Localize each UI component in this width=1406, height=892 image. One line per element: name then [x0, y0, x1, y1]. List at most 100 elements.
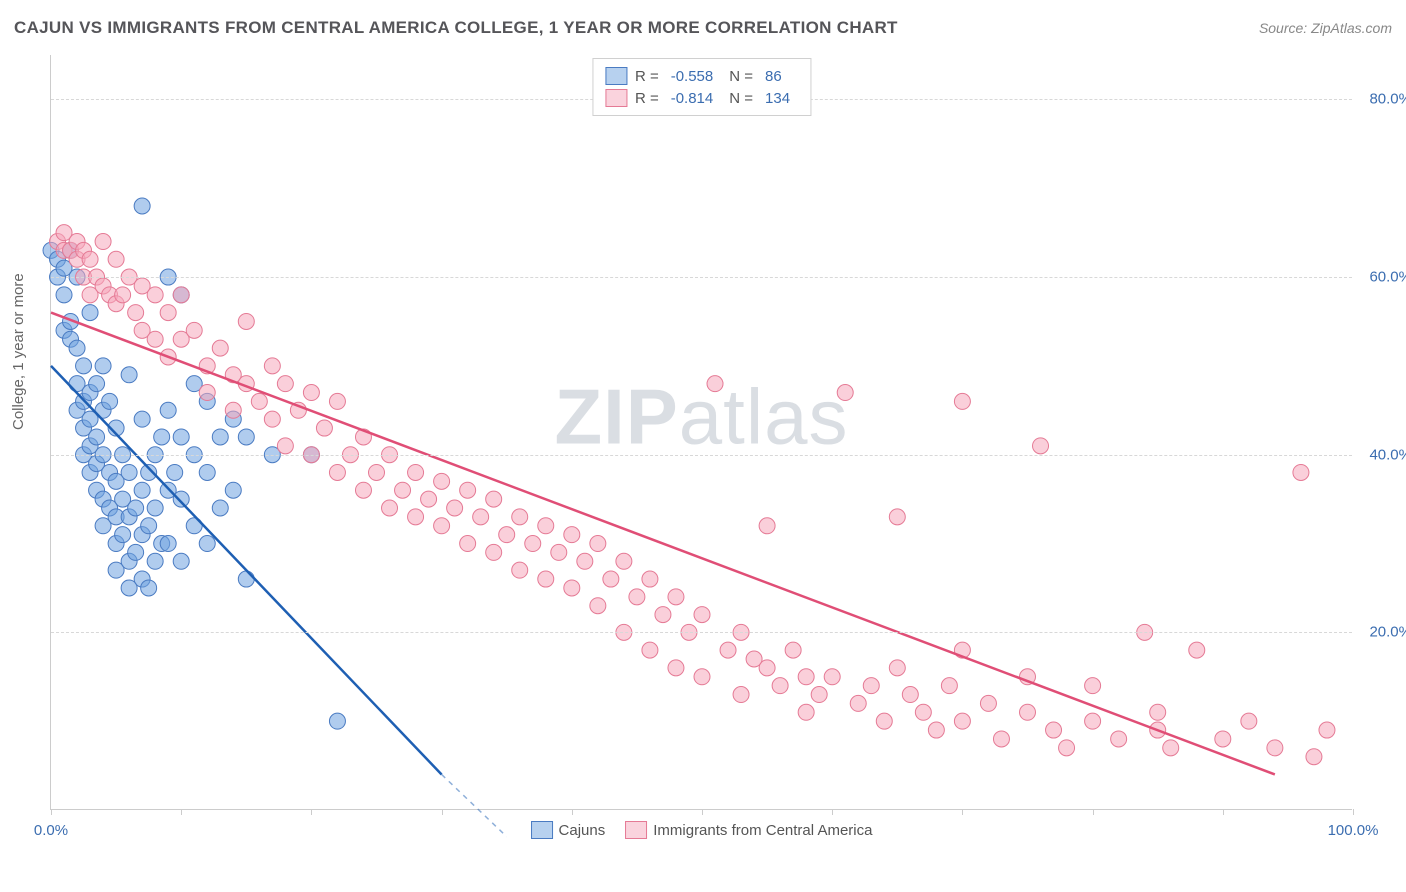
data-point	[655, 607, 671, 623]
data-point	[668, 660, 684, 676]
data-point	[69, 340, 85, 356]
data-point	[160, 536, 176, 552]
data-point	[408, 464, 424, 480]
chart-title: CAJUN VS IMMIGRANTS FROM CENTRAL AMERICA…	[14, 18, 898, 38]
data-point	[1020, 704, 1036, 720]
data-point	[915, 704, 931, 720]
stat-label: N =	[729, 68, 753, 85]
data-point	[141, 518, 157, 534]
data-point	[108, 251, 124, 267]
stat-label: R =	[635, 90, 659, 107]
data-point	[512, 562, 528, 578]
data-point	[1189, 642, 1205, 658]
data-point	[785, 642, 801, 658]
data-point	[173, 553, 189, 569]
data-point	[303, 385, 319, 401]
data-point	[173, 491, 189, 507]
data-point	[642, 642, 658, 658]
data-point	[95, 358, 111, 374]
data-point	[395, 482, 411, 498]
data-point	[1046, 722, 1062, 738]
data-point	[134, 411, 150, 427]
stat-value: 134	[765, 90, 790, 107]
data-point	[694, 669, 710, 685]
data-point	[238, 429, 254, 445]
data-point	[147, 500, 163, 516]
data-point	[889, 509, 905, 525]
data-point	[316, 420, 332, 436]
data-point	[434, 518, 450, 534]
data-point	[590, 598, 606, 614]
data-point	[369, 464, 385, 480]
trend-line	[51, 313, 1275, 775]
stat-value: -0.558	[671, 68, 714, 85]
data-point	[89, 429, 105, 445]
data-point	[264, 411, 280, 427]
stats-row: R = -0.558 N = 86	[605, 65, 798, 87]
y-tick-label: 60.0%	[1369, 269, 1406, 286]
data-point	[147, 553, 163, 569]
data-point	[512, 509, 528, 525]
data-point	[629, 589, 645, 605]
legend-item: Cajuns	[531, 821, 606, 839]
source-attribution: Source: ZipAtlas.com	[1259, 20, 1392, 36]
data-point	[980, 695, 996, 711]
data-point	[199, 385, 215, 401]
data-point	[82, 251, 98, 267]
legend-item: Immigrants from Central America	[625, 821, 872, 839]
data-point	[277, 438, 293, 454]
data-point	[408, 509, 424, 525]
data-point	[76, 358, 92, 374]
scatter-svg	[51, 55, 1352, 809]
y-tick-label: 20.0%	[1369, 624, 1406, 641]
data-point	[850, 695, 866, 711]
swatch-icon	[531, 821, 553, 839]
data-point	[1033, 438, 1049, 454]
data-point	[355, 482, 371, 498]
data-point	[128, 500, 144, 516]
data-point	[889, 660, 905, 676]
data-point	[759, 518, 775, 534]
data-point	[134, 482, 150, 498]
data-point	[1085, 713, 1101, 729]
data-point	[186, 322, 202, 338]
data-point	[733, 687, 749, 703]
data-point	[329, 713, 345, 729]
stat-value: 86	[765, 68, 782, 85]
data-point	[876, 713, 892, 729]
data-point	[199, 536, 215, 552]
data-point	[154, 429, 170, 445]
data-point	[212, 429, 228, 445]
data-point	[720, 642, 736, 658]
data-point	[160, 402, 176, 418]
data-point	[1293, 464, 1309, 480]
data-point	[147, 287, 163, 303]
data-point	[115, 527, 131, 543]
data-point	[382, 500, 398, 516]
correlation-stats-box: R = -0.558 N = 86 R = -0.814 N = 134	[592, 58, 811, 116]
data-point	[538, 518, 554, 534]
data-point	[212, 500, 228, 516]
data-point	[564, 527, 580, 543]
data-point	[499, 527, 515, 543]
data-point	[798, 704, 814, 720]
data-point	[128, 305, 144, 321]
data-point	[460, 536, 476, 552]
data-point	[473, 509, 489, 525]
data-point	[434, 473, 450, 489]
data-point	[173, 287, 189, 303]
y-tick-label: 80.0%	[1369, 91, 1406, 108]
data-point	[421, 491, 437, 507]
data-point	[95, 234, 111, 250]
data-point	[993, 731, 1009, 747]
swatch-icon	[625, 821, 647, 839]
data-point	[668, 589, 684, 605]
data-point	[225, 482, 241, 498]
trend-line-extrapolated	[442, 774, 507, 836]
data-point	[56, 287, 72, 303]
data-point	[551, 544, 567, 560]
x-tick-label: 0.0%	[34, 822, 68, 839]
data-point	[128, 544, 144, 560]
stat-value: -0.814	[671, 90, 714, 107]
data-point	[277, 376, 293, 392]
